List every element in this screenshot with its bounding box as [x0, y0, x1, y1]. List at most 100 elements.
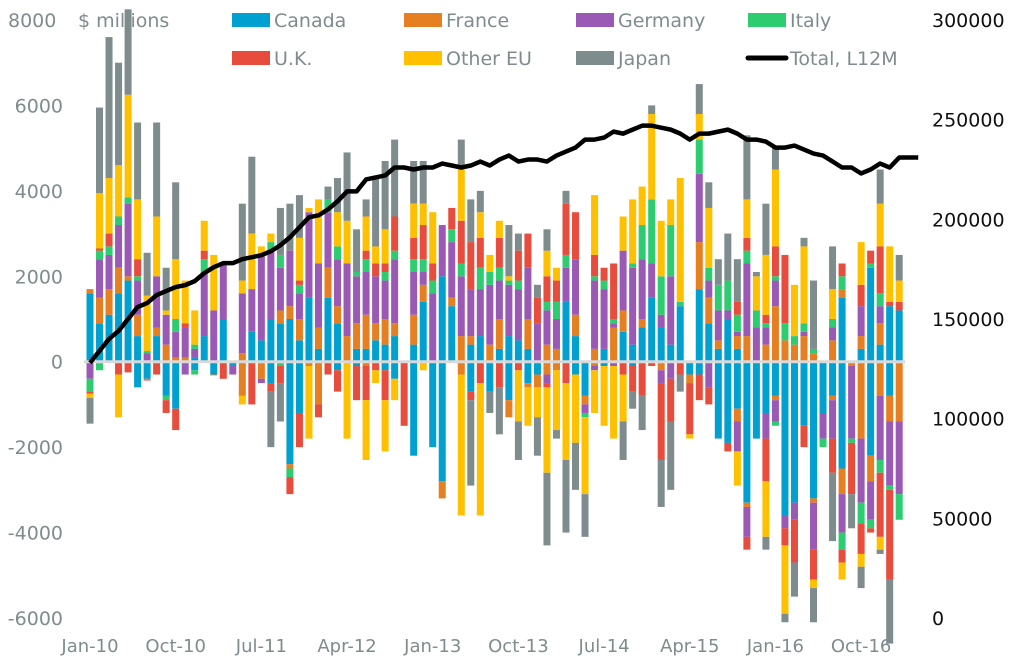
bar-segment-japan — [467, 400, 475, 486]
bar-segment-italy — [848, 438, 856, 443]
bar-segment-canada — [790, 361, 798, 503]
bar-segment-other-eu — [533, 387, 541, 418]
bar-segment-u-k- — [657, 383, 665, 460]
bar-segment-other-eu — [552, 267, 560, 281]
bar-segment-japan — [457, 139, 465, 166]
x-tick-label: Apr-12 — [317, 636, 376, 657]
bar-segment-germany — [372, 276, 380, 324]
bar-segment-other-eu — [762, 254, 770, 315]
bar-segment-france — [790, 344, 798, 362]
bar-segment-japan — [572, 442, 580, 490]
bar-segment-germany — [486, 284, 494, 345]
bar-segment-canada — [448, 306, 456, 362]
bar-segment-france — [771, 395, 779, 401]
bar-segment-u-k- — [143, 379, 151, 381]
bar-segment-u-k- — [533, 297, 541, 324]
bar-segment-u-k- — [857, 284, 865, 307]
bar-segment-u-k- — [514, 361, 522, 371]
bar-segment-u-k- — [600, 267, 608, 281]
bar-segment-canada — [838, 361, 846, 469]
bar-segment-other-eu — [572, 374, 580, 443]
bar-segment-u-k- — [134, 259, 142, 277]
bar-segment-italy — [667, 225, 675, 277]
bar-segment-italy — [486, 272, 494, 285]
bar-segment-italy — [543, 301, 551, 311]
bar-stack — [676, 178, 684, 392]
bar-stack — [743, 135, 751, 550]
bar-segment-canada — [762, 361, 770, 413]
bar-segment-other-eu — [657, 220, 665, 277]
bar-stack — [172, 182, 180, 431]
bar-segment-u-k- — [886, 301, 894, 307]
bar-segment-canada — [524, 361, 532, 384]
bar-segment-germany — [229, 365, 237, 375]
bar-segment-other-eu — [457, 165, 465, 221]
bar-segment-germany — [848, 365, 856, 439]
bar-segment-france — [105, 289, 113, 315]
bar-stack — [86, 289, 94, 424]
bar-stack — [181, 280, 189, 375]
bar-segment-germany — [238, 293, 246, 354]
bar-segment-u-k- — [886, 489, 894, 580]
bar-segment-germany — [96, 259, 104, 298]
y-tick-label: -6000 — [8, 608, 63, 630]
bar-segment-u-k- — [686, 383, 694, 435]
bar-stack — [857, 242, 865, 589]
bars-layer — [86, 9, 903, 644]
bar-segment-italy — [96, 361, 104, 371]
bar-segment-japan — [829, 246, 837, 290]
bar-segment-france — [781, 340, 789, 362]
bar-segment-canada — [857, 348, 865, 362]
bar-segment-japan — [248, 156, 256, 234]
bar-segment-japan — [134, 122, 142, 200]
bar-stack — [419, 160, 427, 371]
bar-segment-italy — [96, 250, 104, 260]
bar-segment-canada — [314, 348, 322, 362]
bar-segment-u-k- — [181, 323, 189, 328]
bar-segment-germany — [467, 289, 475, 337]
bar-segment-france — [591, 361, 599, 366]
bar-segment-italy — [629, 263, 637, 268]
bar-segment-canada — [771, 361, 779, 396]
bar-segment-italy — [829, 319, 837, 328]
bar-segment-germany — [705, 280, 713, 298]
bar-segment-canada — [334, 361, 342, 371]
bar-segment-canada — [324, 297, 332, 362]
bar-segment-france — [457, 336, 465, 362]
bar-segment-france — [162, 344, 170, 362]
bar-segment-germany — [524, 267, 532, 319]
bar-segment-other-eu — [115, 165, 123, 217]
x-tick-label: Jan-16 — [746, 636, 804, 657]
bar-segment-canada — [353, 361, 361, 366]
bar-segment-canada — [895, 310, 903, 362]
bar-segment-other-eu — [372, 246, 380, 264]
legend-item-italy: Italy — [748, 10, 831, 32]
bar-segment-italy — [743, 250, 751, 264]
bar-segment-u-k- — [410, 237, 418, 260]
bar-segment-canada — [600, 361, 608, 366]
bar-segment-canada — [800, 361, 808, 426]
bar-segment-germany — [705, 361, 713, 388]
bar-segment-france — [829, 395, 837, 401]
bar-stack — [324, 186, 332, 375]
bar-stack — [391, 139, 399, 401]
bar-stack — [771, 148, 779, 426]
bar-segment-germany — [276, 267, 284, 311]
bar-segment-japan — [334, 178, 342, 213]
bar-segment-other-eu — [591, 195, 599, 255]
bar-segment-other-eu — [343, 361, 351, 439]
bar-segment-italy — [353, 272, 361, 277]
bar-stack — [667, 199, 675, 490]
bar-segment-italy — [495, 267, 503, 281]
bar-segment-italy — [562, 254, 570, 268]
bar-segment-france — [153, 327, 161, 337]
bar-stack — [657, 220, 665, 507]
bar-segment-other-eu — [705, 207, 713, 268]
bar-segment-other-eu — [381, 229, 389, 264]
bar-segment-italy — [476, 267, 484, 290]
bar-segment-france — [705, 297, 713, 324]
bar-segment-france — [714, 340, 722, 349]
bar-stack — [514, 233, 522, 460]
bar-segment-other-eu — [486, 254, 494, 273]
bar-stack — [438, 225, 446, 499]
